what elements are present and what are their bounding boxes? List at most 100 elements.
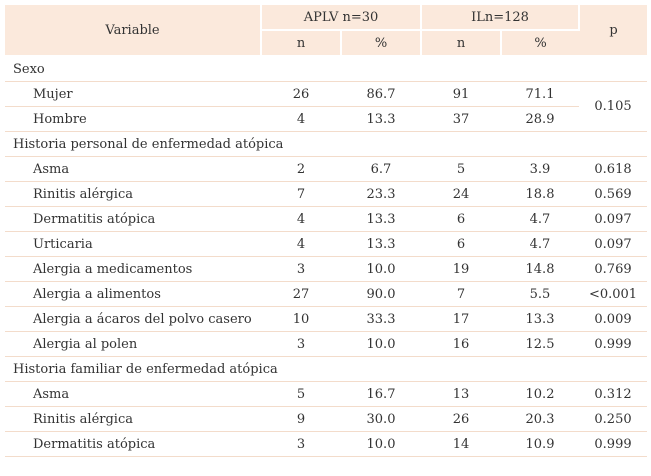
cell-pct-il: 4.7 (501, 231, 579, 257)
row-label: Dermatitis atópica (5, 431, 261, 457)
table-header: Variable APLV n=30 ILn=128 p n % n % (5, 5, 647, 57)
row-label: Alergia a ácaros del polvo casero (5, 306, 261, 332)
cell-pct-il: 14.8 (501, 256, 579, 282)
table-row: Alergia al polen 3 10.0 16 12.5 0.999 (5, 331, 647, 357)
cell-pct-il: 18.8 (501, 181, 579, 207)
cell-n-il: 17 (421, 306, 501, 332)
cell-pct-aplv: 90.0 (341, 281, 421, 307)
cell-pct-aplv: 16.7 (341, 381, 421, 407)
cell-n-aplv: 4 (261, 206, 341, 232)
cell-p: 0.618 (579, 156, 647, 182)
cell-pct-aplv: 23.3 (341, 181, 421, 207)
cell-pct-aplv: 10.0 (341, 331, 421, 357)
row-label: Alergia a medicamentos (5, 256, 261, 282)
cell-n-aplv: 9 (261, 406, 341, 432)
table-row: Asma 2 6.7 5 3.9 0.618 (5, 156, 647, 182)
cell-pct-il: 10.9 (501, 431, 579, 457)
cell-pct-aplv: 10.0 (341, 256, 421, 282)
cell-p: 0.009 (579, 306, 647, 332)
cell-p: 0.569 (579, 181, 647, 207)
cell-pct-aplv: 33.3 (341, 306, 421, 332)
cell-p: 0.999 (579, 331, 647, 357)
cell-p: 0.999 (579, 431, 647, 457)
header-n-aplv: n (261, 30, 342, 57)
cell-n-il: 16 (421, 331, 501, 357)
section-title: Historia familiar de enfermedad atópica (5, 356, 647, 382)
section-row: Sexo (5, 56, 647, 82)
cell-n-aplv: 2 (261, 156, 341, 182)
table-row: Alergia a alimentos 27 90.0 7 5.5 <0.001 (5, 281, 647, 307)
data-table: Variable APLV n=30 ILn=128 p n % n % Sex… (5, 5, 647, 457)
cell-n-il: 19 (421, 256, 501, 282)
row-label: Dermatitis atópica (5, 206, 261, 232)
cell-n-aplv: 7 (261, 181, 341, 207)
table-row: Dermatitis atópica 3 10.0 14 10.9 0.999 (5, 431, 647, 457)
row-label: Alergia a alimentos (5, 281, 261, 307)
section-row: Historia familiar de enfermedad atópica (5, 356, 647, 382)
cell-pct-aplv: 13.3 (341, 206, 421, 232)
table-row: Alergia a medicamentos 3 10.0 19 14.8 0.… (5, 256, 647, 282)
section-row: Historia personal de enfermedad atópica (5, 131, 647, 157)
cell-p-shared: 0.105 (579, 81, 647, 132)
cell-pct-aplv: 10.0 (341, 431, 421, 457)
table-row: Rinitis alérgica 7 23.3 24 18.8 0.569 (5, 181, 647, 207)
cell-p: 0.312 (579, 381, 647, 407)
cell-n-il: 91 (421, 81, 501, 107)
header-group-il: ILn=128 (421, 5, 580, 31)
table-row: Urticaria 4 13.3 6 4.7 0.097 (5, 231, 647, 257)
cell-pct-il: 28.9 (501, 106, 579, 132)
header-n-il: n (421, 30, 502, 57)
cell-pct-il: 12.5 (501, 331, 579, 357)
cell-p: 0.097 (579, 206, 647, 232)
cell-n-il: 5 (421, 156, 501, 182)
cell-n-il: 13 (421, 381, 501, 407)
cell-pct-aplv: 86.7 (341, 81, 421, 107)
cell-n-aplv: 10 (261, 306, 341, 332)
cell-p: 0.097 (579, 231, 647, 257)
row-label: Rinitis alérgica (5, 181, 261, 207)
section-title: Historia personal de enfermedad atópica (5, 131, 647, 157)
section-title: Sexo (5, 56, 647, 82)
cell-n-il: 26 (421, 406, 501, 432)
cell-pct-il: 3.9 (501, 156, 579, 182)
row-label: Rinitis alérgica (5, 406, 261, 432)
cell-n-il: 14 (421, 431, 501, 457)
row-label: Hombre (5, 106, 261, 132)
table-row: Alergia a ácaros del polvo casero 10 33.… (5, 306, 647, 332)
table-row: Hombre 4 13.3 37 28.9 (5, 106, 647, 132)
cell-pct-aplv: 13.3 (341, 106, 421, 132)
cell-n-aplv: 3 (261, 331, 341, 357)
cell-pct-aplv: 30.0 (341, 406, 421, 432)
cell-n-il: 24 (421, 181, 501, 207)
cell-pct-il: 5.5 (501, 281, 579, 307)
table-row: Mujer 26 86.7 91 71.1 0.105 (5, 81, 647, 132)
cell-p: 0.769 (579, 256, 647, 282)
table-row: Asma 5 16.7 13 10.2 0.312 (5, 381, 647, 407)
table-body: Sexo Mujer 26 86.7 91 71.1 0.105 Hombre … (5, 56, 647, 457)
cell-pct-il: 13.3 (501, 306, 579, 332)
row-label: Asma (5, 156, 261, 182)
cell-n-il: 6 (421, 206, 501, 232)
row-label: Alergia al polen (5, 331, 261, 357)
cell-pct-il: 71.1 (501, 81, 579, 107)
header-pct-il: % (501, 30, 579, 57)
cell-n-aplv: 3 (261, 431, 341, 457)
cell-n-aplv: 26 (261, 81, 341, 107)
header-group-aplv: APLV n=30 (261, 5, 422, 31)
row-label: Mujer (5, 81, 261, 107)
table-row: Rinitis alérgica 9 30.0 26 20.3 0.250 (5, 406, 647, 432)
row-label: Asma (5, 381, 261, 407)
header-p: p (579, 5, 647, 57)
cell-n-aplv: 27 (261, 281, 341, 307)
table-row: Dermatitis atópica 4 13.3 6 4.7 0.097 (5, 206, 647, 232)
cell-p: 0.250 (579, 406, 647, 432)
cell-pct-aplv: 13.3 (341, 231, 421, 257)
cell-n-aplv: 4 (261, 106, 341, 132)
cell-pct-il: 20.3 (501, 406, 579, 432)
cell-n-il: 6 (421, 231, 501, 257)
cell-pct-aplv: 6.7 (341, 156, 421, 182)
cell-pct-il: 4.7 (501, 206, 579, 232)
row-label: Urticaria (5, 231, 261, 257)
cell-n-aplv: 3 (261, 256, 341, 282)
header-pct-aplv: % (341, 30, 422, 57)
